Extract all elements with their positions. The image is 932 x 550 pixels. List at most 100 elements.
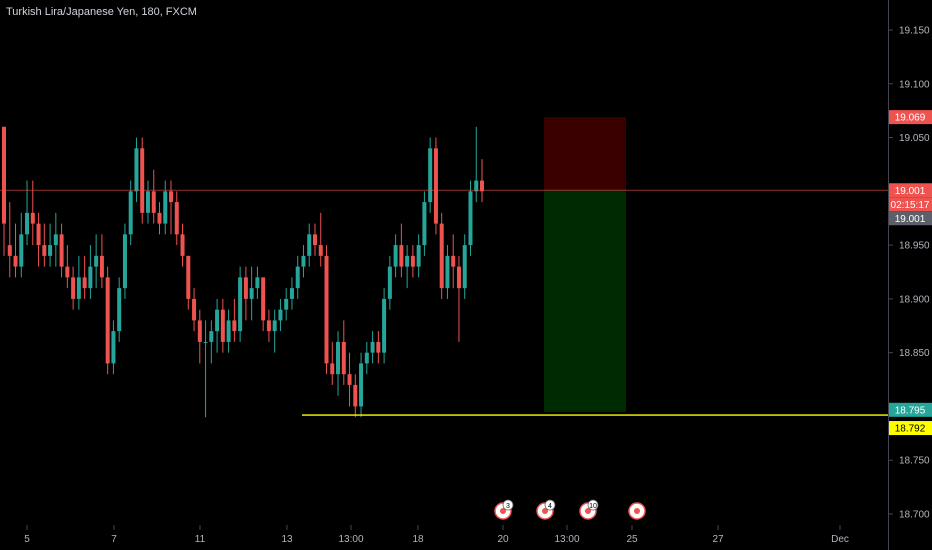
candle[interactable] — [111, 320, 116, 375]
candle[interactable] — [266, 309, 271, 342]
candle[interactable] — [163, 180, 168, 235]
take-profit-zone[interactable] — [544, 190, 626, 412]
candle[interactable] — [439, 212, 444, 299]
candle[interactable] — [416, 234, 421, 278]
event-marker[interactable]: 3 — [494, 499, 514, 520]
candle[interactable] — [117, 277, 122, 342]
candle[interactable] — [284, 288, 289, 321]
candle[interactable] — [30, 180, 35, 246]
candle[interactable] — [341, 320, 346, 385]
candle[interactable] — [105, 266, 110, 375]
candle[interactable] — [445, 245, 450, 299]
candle[interactable] — [370, 331, 375, 364]
candle[interactable] — [13, 223, 18, 278]
candle[interactable] — [203, 320, 208, 418]
candle[interactable] — [174, 191, 179, 246]
candle[interactable] — [433, 137, 438, 235]
candle[interactable] — [94, 234, 99, 289]
candle[interactable] — [243, 266, 248, 321]
position-zones[interactable] — [544, 117, 626, 412]
candle[interactable] — [128, 180, 133, 246]
candle[interactable] — [451, 234, 456, 289]
candle[interactable] — [145, 180, 150, 224]
price-tick-label: 19.050 — [899, 133, 930, 144]
candle[interactable] — [399, 223, 404, 278]
candle[interactable] — [122, 223, 127, 299]
candle[interactable] — [7, 202, 12, 278]
candle[interactable] — [462, 234, 467, 299]
candle-body — [99, 255, 104, 278]
candle[interactable] — [307, 223, 312, 267]
candle[interactable] — [232, 298, 237, 342]
candle[interactable] — [99, 234, 104, 289]
candle[interactable] — [215, 298, 220, 353]
candle[interactable] — [353, 374, 358, 418]
candle[interactable] — [36, 212, 41, 267]
candle[interactable] — [289, 277, 294, 310]
candle[interactable] — [192, 288, 197, 332]
candle[interactable] — [209, 320, 214, 364]
candle[interactable] — [347, 352, 352, 407]
candle[interactable] — [387, 255, 392, 310]
candle-body — [151, 191, 156, 213]
candlesticks[interactable] — [2, 126, 484, 418]
candle[interactable] — [169, 180, 174, 235]
candle[interactable] — [278, 298, 283, 332]
candle[interactable] — [410, 245, 415, 278]
candle[interactable] — [376, 331, 381, 364]
candle[interactable] — [364, 341, 369, 375]
candle[interactable] — [42, 223, 47, 267]
candle[interactable] — [249, 266, 254, 321]
candle[interactable] — [180, 223, 185, 267]
candle[interactable] — [255, 266, 260, 299]
candle[interactable] — [53, 212, 58, 267]
candle[interactable] — [59, 223, 64, 278]
candle[interactable] — [220, 298, 225, 353]
candle[interactable] — [25, 180, 30, 246]
price-axis[interactable]: 19.15019.10019.05019.00018.95018.90018.8… — [888, 26, 930, 521]
event-markers[interactable]: 3 4 10 — [494, 499, 646, 520]
candle[interactable] — [226, 309, 231, 353]
stop-loss-zone[interactable] — [544, 117, 626, 191]
candle[interactable] — [272, 309, 277, 353]
candle[interactable] — [295, 255, 300, 299]
candle[interactable] — [359, 352, 364, 418]
candle[interactable] — [88, 245, 93, 299]
candle[interactable] — [324, 245, 329, 375]
event-marker[interactable]: 4 — [536, 499, 556, 520]
candle[interactable] — [474, 126, 479, 203]
candle[interactable] — [140, 137, 145, 224]
candle[interactable] — [134, 137, 139, 203]
candle[interactable] — [19, 212, 24, 278]
candle[interactable] — [301, 245, 306, 278]
candle[interactable] — [456, 255, 461, 342]
candle[interactable] — [393, 234, 398, 278]
candle[interactable] — [238, 266, 243, 342]
candle[interactable] — [71, 266, 76, 310]
candle[interactable] — [151, 169, 156, 224]
candle[interactable] — [422, 191, 427, 256]
candle[interactable] — [82, 255, 87, 299]
candle[interactable] — [186, 255, 191, 310]
time-axis[interactable]: 5 7 11 13 13:00 18 20 13:00 25 27 Dec — [24, 525, 849, 545]
candle[interactable] — [336, 331, 341, 396]
candle[interactable] — [468, 180, 473, 256]
candle[interactable] — [318, 212, 323, 267]
candle[interactable] — [480, 159, 484, 203]
candle[interactable] — [261, 277, 266, 332]
candle[interactable] — [330, 341, 335, 385]
candle[interactable] — [312, 223, 317, 256]
candle[interactable] — [405, 245, 410, 289]
candle[interactable] — [48, 223, 53, 267]
candle-body — [295, 266, 300, 289]
candle[interactable] — [65, 245, 70, 289]
candle[interactable] — [428, 137, 433, 213]
candle[interactable] — [2, 126, 6, 256]
event-marker[interactable] — [628, 502, 646, 520]
candle[interactable] — [382, 288, 387, 364]
candle[interactable] — [76, 255, 81, 310]
event-marker[interactable]: 10 — [579, 499, 599, 520]
candle[interactable] — [157, 202, 162, 235]
candle[interactable] — [197, 309, 202, 364]
